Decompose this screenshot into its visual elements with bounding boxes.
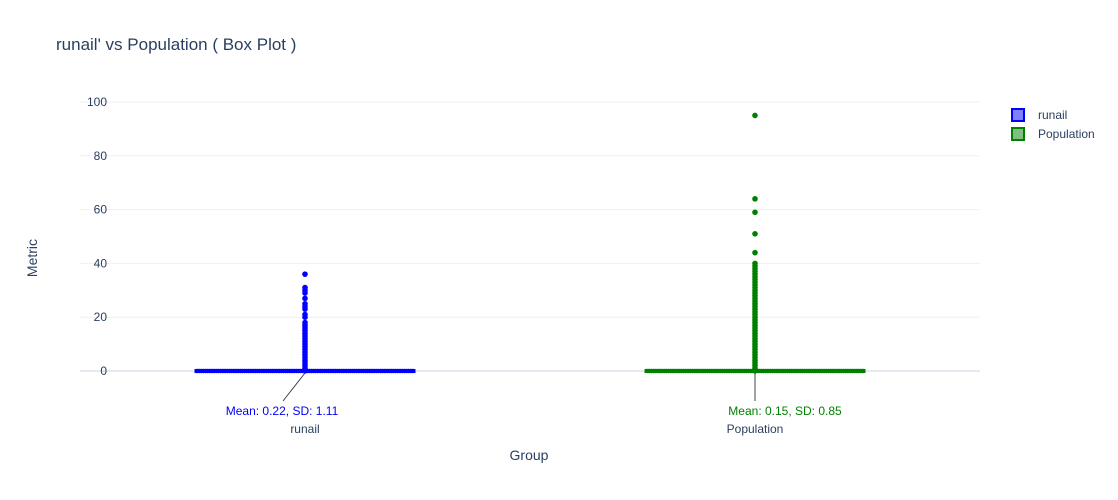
y-tick-label: 100 [87,95,107,109]
y-tick-label: 40 [94,256,108,270]
outlier-point [302,290,308,296]
annotation-runail: Mean: 0.22, SD: 1.11 [226,404,339,418]
outlier-point [302,271,308,277]
legend-label: Population [1038,127,1095,141]
y-tick-label: 20 [94,310,108,324]
outlier-point [752,112,758,119]
x-category-label: runail [290,422,319,436]
outlier-point [302,295,308,302]
outlier-point [302,306,308,312]
plot-area [194,112,866,374]
outlier-point [752,196,758,202]
legend-item-Population[interactable]: Population [1011,127,1095,141]
y-tick-label: 60 [94,203,108,217]
annotation-Population: Mean: 0.15, SD: 0.85 [728,404,842,418]
data-point [410,368,416,374]
legend[interactable]: runail Population [1011,108,1095,141]
y-tick-label: 0 [100,364,107,378]
annotation-arrow [282,372,306,402]
outlier-point [752,209,758,216]
outlier-point [302,322,308,328]
y-axis-title: Metric [24,239,40,277]
annotations: Mean: 0.22, SD: 1.11 Mean: 0.15, SD: 0.85 [226,372,842,418]
y-tick-label: 80 [94,149,108,163]
chart-title: runail' vs Population ( Box Plot ) [56,35,296,54]
outlier-point [752,249,758,256]
x-axis-categories: runail Population [290,422,783,436]
outlier-point [752,287,758,293]
data-point [860,368,866,374]
outlier-point [302,314,308,321]
points-Population [644,112,866,374]
legend-label: runail [1038,108,1067,122]
x-category-label: Population [727,422,784,436]
legend-swatch [1011,108,1025,122]
legend-swatch [1011,127,1025,141]
legend-item-runail[interactable]: runail [1011,108,1067,122]
points-runail [194,271,416,374]
gridlines [80,101,980,372]
y-axis-ticks: 0 20 40 60 80 100 [87,95,107,378]
outlier-point [752,231,758,237]
x-axis-title: Group [510,447,549,463]
